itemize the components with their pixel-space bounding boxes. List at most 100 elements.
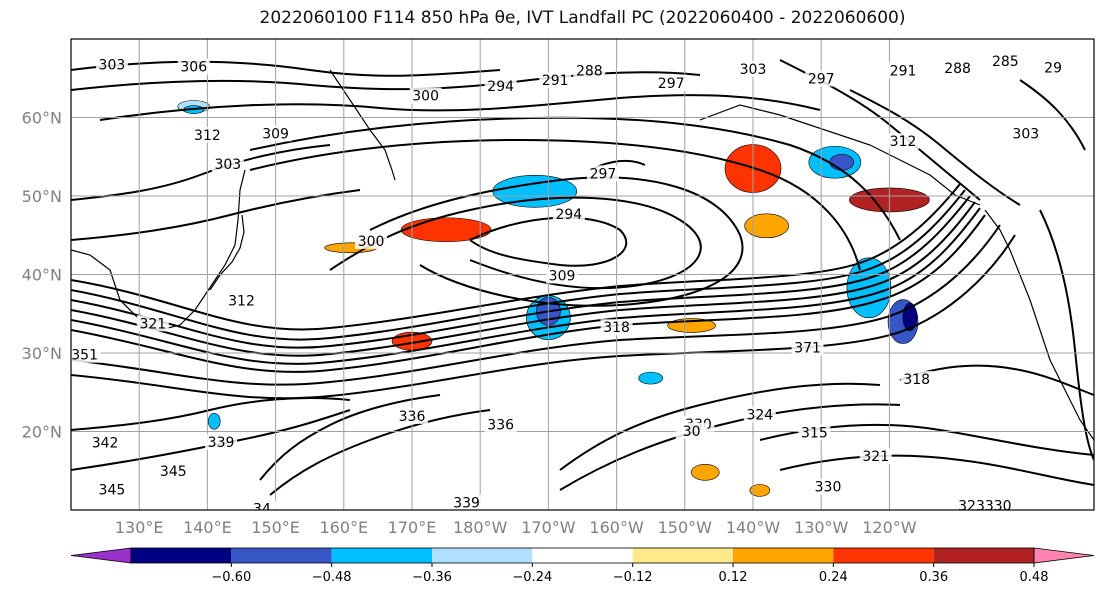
coastline-japan — [209, 214, 245, 291]
contour-label-bg — [484, 78, 517, 95]
latitude-labels: 60°N 50°N 40°N 30°N 20°N — [22, 109, 62, 442]
contour-label: 291 — [890, 64, 917, 80]
lon-label: 150°E — [251, 518, 300, 537]
contour-label-bg — [941, 60, 974, 77]
contour-label: 336 — [487, 418, 514, 434]
colorbar-tick-label: −0.36 — [412, 570, 452, 585]
contour-label: 309 — [262, 126, 289, 142]
lat-label: 60°N — [22, 109, 62, 128]
contour-line — [71, 60, 501, 77]
contour-label: 371 — [794, 341, 821, 357]
contour-label-bg — [600, 319, 633, 336]
contour-label-bg — [205, 433, 238, 450]
contour-label-bg — [859, 447, 892, 464]
contour-label: 294 — [487, 79, 514, 95]
colorbar-tick-label: −0.48 — [312, 570, 352, 585]
colorbar-tick-label: 0.48 — [1020, 570, 1049, 585]
colorbar-box — [131, 548, 232, 563]
colorbar-box — [331, 548, 432, 563]
contour-label-bg — [450, 494, 483, 510]
contour-label: 315 — [801, 425, 828, 441]
contour-label-bg — [805, 70, 838, 87]
contour-label-bg — [225, 292, 258, 309]
contour-label: 288 — [944, 61, 971, 77]
contour-label: 34 — [253, 502, 271, 518]
contour-line — [71, 214, 986, 373]
colorbar-tick-label: 0.12 — [719, 570, 748, 585]
contour-label-bg — [136, 315, 169, 332]
contour-line — [259, 394, 441, 481]
contour-line — [71, 201, 976, 357]
contour-label-bg — [177, 58, 210, 75]
shading-region — [829, 153, 854, 171]
shading-region — [744, 213, 789, 239]
contour-label-bg — [552, 206, 585, 223]
contour-label: 309 — [549, 268, 576, 284]
lat-label: 20°N — [22, 423, 62, 442]
contour-label: 336 — [399, 409, 426, 425]
contour-label: 345 — [99, 483, 126, 499]
coastlines — [71, 69, 1094, 441]
colorbar-box — [632, 548, 733, 563]
contour-label-bg — [812, 478, 845, 495]
contour-label-bg — [791, 339, 824, 356]
lon-label: 150°W — [658, 518, 713, 537]
contour-line — [71, 183, 961, 331]
shading-region — [690, 464, 720, 481]
map-frame — [70, 38, 1095, 511]
contour-line — [269, 409, 491, 496]
contour-line — [71, 224, 1001, 386]
contour-label-bg — [259, 125, 292, 142]
contour-label-bg — [191, 126, 224, 143]
contour-label: 303 — [1012, 126, 1039, 142]
contour-label-bg — [95, 56, 128, 73]
map-area: 303 306 300 294 291 288 297 303 297 291 288 285 312 3… — [70, 38, 1095, 518]
contour-line — [1039, 209, 1094, 461]
contour-label: 318 — [603, 320, 630, 336]
contour-label: 321 — [139, 316, 166, 332]
shading-region — [749, 484, 771, 497]
lon-label: 180°W — [453, 518, 508, 537]
lat-label: 30°N — [22, 344, 62, 363]
coastline-asia — [71, 169, 246, 331]
contour-label-bg — [1009, 125, 1042, 142]
contour-line — [99, 94, 821, 121]
contour-label: 321 — [862, 449, 889, 465]
contour-label-bg — [211, 155, 244, 172]
contour-label: 300 — [412, 89, 439, 105]
colorbar-tick-label: 0.24 — [819, 570, 848, 585]
contour-line — [249, 116, 901, 241]
contour-label: 303 — [740, 62, 767, 78]
contour-label: 351 — [71, 348, 98, 364]
contour-label-bg — [484, 416, 517, 433]
colorbar-box — [231, 548, 332, 563]
contour-label: 312 — [194, 128, 221, 144]
contour-label-bg — [89, 434, 122, 451]
contour-labels: 303 306 300 294 291 288 297 303 297 291 288 285 312 3… — [71, 53, 1070, 518]
contour-label: 318 — [903, 372, 930, 388]
contour-label: 297 — [808, 71, 835, 87]
contour-label-bg — [355, 232, 388, 249]
contour-line — [849, 89, 1021, 206]
contour-line — [369, 176, 744, 307]
lon-label: 160°W — [589, 518, 644, 537]
contour-label-bg — [968, 497, 1001, 510]
contour-label: 297 — [658, 76, 685, 92]
colorbar-box — [432, 548, 533, 563]
figure-title: 2022060100 F114 850 hPa θe, IVT Landfall… — [259, 8, 906, 28]
contour-label-bg — [798, 424, 831, 441]
contour-line — [71, 144, 331, 201]
contour-label: 291 — [542, 73, 569, 89]
colorbar-tick-label: −0.12 — [613, 570, 653, 585]
graticule — [71, 39, 1094, 510]
contour-line — [329, 196, 702, 290]
colorbar-box — [532, 548, 633, 563]
contour-label-bg — [1037, 59, 1070, 76]
contour-label-bg — [737, 60, 769, 77]
contour-line — [1019, 79, 1086, 151]
contour-label: 324 — [746, 407, 773, 423]
contour-label-bg — [71, 346, 101, 363]
colorbar-frame — [130, 547, 1035, 564]
contour-label: 285 — [992, 54, 1019, 70]
